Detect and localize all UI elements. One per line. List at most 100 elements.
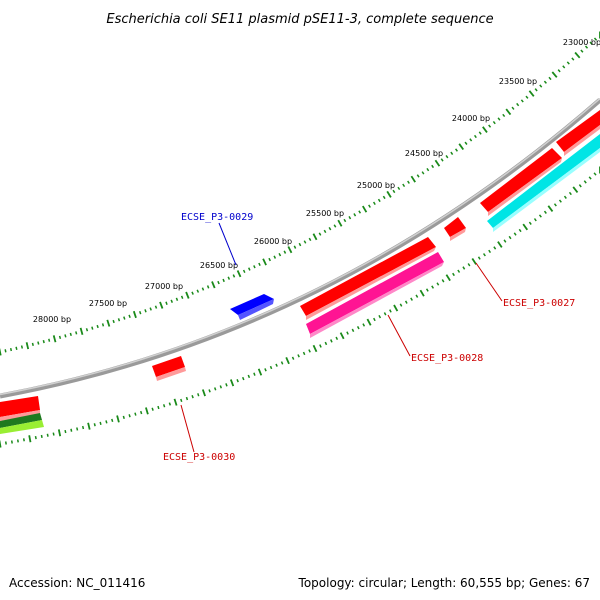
gene-label-ecse-p3-0027[interactable]: ECSE_P3-0027 xyxy=(503,298,575,309)
minor-tick xyxy=(37,341,40,345)
major-tick xyxy=(528,90,535,97)
minor-tick xyxy=(497,117,501,121)
minor-tick xyxy=(362,323,366,327)
minor-tick xyxy=(571,57,575,61)
gene-feature-ecse-p3-0030[interactable] xyxy=(152,356,185,377)
minor-tick xyxy=(76,427,79,431)
minor-tick xyxy=(323,229,327,234)
minor-tick xyxy=(258,262,261,267)
minor-tick xyxy=(4,441,7,445)
gene-label-ecse-p3-0028[interactable]: ECSE_P3-0028 xyxy=(411,353,483,364)
minor-tick xyxy=(425,288,429,292)
major-tick xyxy=(312,233,318,241)
major-tick xyxy=(337,219,343,227)
major-tick xyxy=(312,344,318,353)
minor-tick xyxy=(568,191,572,196)
minor-tick xyxy=(242,376,245,381)
minor-tick xyxy=(291,356,295,360)
outer-tick-ring xyxy=(0,31,600,356)
minor-tick xyxy=(348,216,352,220)
minor-tick xyxy=(492,120,496,125)
major-tick xyxy=(419,289,425,297)
minor-tick xyxy=(308,349,311,353)
minor-tick xyxy=(185,396,189,401)
minor-tick xyxy=(356,326,360,330)
tick-label-25000: 25000 bp xyxy=(357,181,395,190)
minor-tick xyxy=(70,428,73,432)
minor-tick xyxy=(64,429,67,434)
minor-tick xyxy=(464,141,468,145)
major-tick xyxy=(410,175,416,183)
tick-label-26500: 26500 bp xyxy=(200,261,238,270)
minor-tick xyxy=(421,171,425,175)
major-tick xyxy=(25,342,30,350)
major-tick xyxy=(522,223,529,231)
minor-tick xyxy=(397,186,401,191)
minor-tick xyxy=(467,263,471,267)
tick-label-24000: 24000 bp xyxy=(452,114,490,123)
minor-tick xyxy=(247,374,251,379)
major-tick xyxy=(551,71,558,78)
major-tick xyxy=(547,205,554,212)
minor-tick xyxy=(81,425,85,430)
minor-tick xyxy=(16,439,19,443)
gene-feature-ecse-p3-0027[interactable] xyxy=(444,217,466,237)
minor-tick xyxy=(431,285,435,289)
minor-tick xyxy=(372,201,376,205)
minor-tick xyxy=(368,204,371,208)
gene-feature-cyan[interactable] xyxy=(487,134,600,228)
major-tick xyxy=(482,126,488,133)
minor-tick xyxy=(343,218,347,223)
major-tick xyxy=(339,332,345,340)
minor-tick xyxy=(452,272,455,277)
minor-tick xyxy=(64,334,67,338)
gene-feature-long-red[interactable] xyxy=(300,237,436,316)
minor-tick xyxy=(328,227,332,231)
gene-feature-upper-right-red-1[interactable] xyxy=(480,148,562,212)
major-tick xyxy=(229,379,235,387)
minor-tick xyxy=(22,438,25,442)
minor-tick xyxy=(123,316,126,320)
gene-feature-ecse-p3-0029[interactable] xyxy=(230,294,274,315)
gene-feature-ecse-p3-0028[interactable] xyxy=(306,252,444,334)
minor-tick xyxy=(9,347,13,352)
minor-tick xyxy=(593,172,597,176)
gene-feature-left-lime[interactable] xyxy=(0,420,44,434)
major-tick xyxy=(185,291,190,299)
minor-tick xyxy=(165,301,168,305)
minor-tick xyxy=(477,256,481,260)
minor-tick xyxy=(543,80,547,84)
minor-tick xyxy=(440,158,444,162)
minor-tick xyxy=(48,338,51,342)
minor-tick xyxy=(201,287,205,291)
minor-tick xyxy=(91,326,94,330)
minor-tick xyxy=(335,336,339,341)
minor-tick xyxy=(111,418,114,422)
tick-label-23000: 23000 bp xyxy=(563,38,600,47)
minor-tick xyxy=(151,407,154,411)
minor-tick xyxy=(34,435,37,440)
minor-tick xyxy=(588,176,592,180)
gene-features xyxy=(0,110,600,434)
minor-tick xyxy=(589,41,593,45)
gene-label-ecse-p3-0030[interactable]: ECSE_P3-0030 xyxy=(163,452,235,463)
minor-tick xyxy=(508,235,512,240)
major-tick xyxy=(236,270,242,278)
minor-tick xyxy=(242,269,246,274)
minor-tick xyxy=(31,342,34,346)
minor-tick xyxy=(431,164,435,169)
map-title: Escherichia coli SE11 plasmid pSE11-3, c… xyxy=(106,12,493,27)
gene-labels: ECSE_P3-0029 ECSE_P3-0027 ECSE_P3-0028 E… xyxy=(163,212,575,463)
major-tick xyxy=(393,304,399,312)
minor-tick xyxy=(488,124,492,128)
minor-tick xyxy=(42,340,45,344)
minor-tick xyxy=(157,405,160,410)
gene-feature-upper-right-red-2[interactable] xyxy=(556,110,600,152)
gene-feature-left-green[interactable] xyxy=(0,413,42,428)
gene-label-ecse-p3-0029[interactable]: ECSE_P3-0029 xyxy=(181,212,253,223)
minor-tick xyxy=(191,291,194,295)
minor-tick xyxy=(191,394,194,399)
minor-tick xyxy=(445,154,449,159)
minor-tick xyxy=(426,167,430,172)
